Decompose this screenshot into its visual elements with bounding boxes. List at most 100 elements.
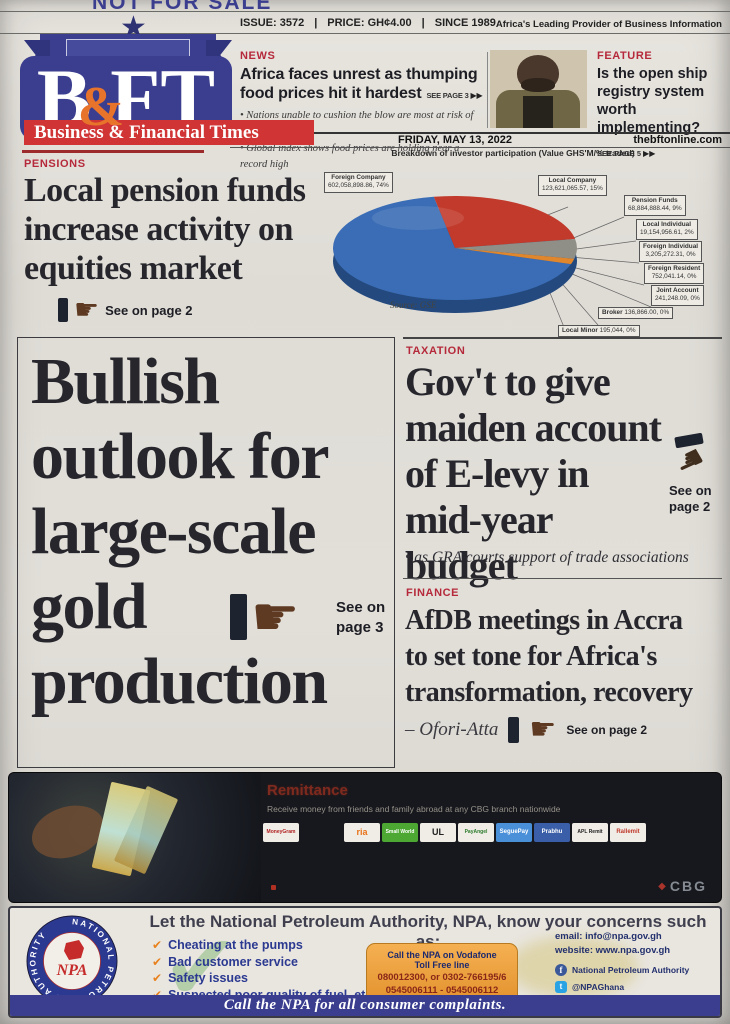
feature-see-page: SEE PAGE 5	[597, 148, 642, 158]
partner-logo-ul: UL	[420, 823, 456, 842]
masthead-divider	[487, 52, 488, 128]
npa-notice-banner: ✔ NATIONAL PETROLEUM AUTHORITY NPA Let t…	[8, 906, 722, 1018]
masthead-slogan: Africa's Leading Provider of Business In…	[495, 19, 722, 30]
pensions-headline-line: increase activity on	[24, 211, 293, 248]
concern-text: Safety issues	[168, 971, 248, 986]
chart-callout-foreign-individual: Foreign Individual 3,205,272.31, 0%	[639, 241, 703, 262]
datebar-rule	[230, 132, 730, 134]
section-rule	[403, 337, 722, 339]
lead-see-line: page 3	[336, 618, 384, 636]
photo-shirt	[523, 96, 553, 128]
double-arrow-icon: ▶▶	[643, 148, 656, 158]
npa-logo: NATIONAL PETROLEUM AUTHORITY NPA	[26, 915, 118, 1012]
news-headline-text: Africa faces unrest as thumping food pri…	[240, 66, 478, 103]
finance-see-text: See on page 2	[566, 723, 648, 737]
meta-separator: |	[314, 17, 318, 29]
top-rule	[0, 11, 730, 12]
check-icon: ✔	[152, 938, 163, 953]
svg-text:NPA: NPA	[56, 962, 88, 979]
diamond-icon: ◆	[658, 880, 666, 892]
since-year: SINCE 1989	[434, 17, 496, 29]
lead-see-pointer: ☛	[230, 590, 299, 644]
check-icon: ✔	[152, 954, 163, 969]
npa-concern-list: ✔ Cheating at the pumps ✔ Bad customer ser…	[152, 937, 372, 1003]
taxation-headline: Gov't to give maiden account of E-levy i…	[405, 359, 667, 589]
lead-see-text: See on page 3	[336, 598, 385, 637]
price: PRICE: GH¢4.00	[327, 17, 412, 29]
feature-section-label: FEATURE	[597, 50, 653, 62]
callbox-phone: 0545006111 - 0545006112	[385, 985, 499, 996]
chart-title: Breakdown of investor participation (Val…	[391, 148, 635, 158]
chart-callout-pension-funds: Pension Funds 68,884,888.44, 9%	[624, 195, 686, 216]
npa-footer-strip: Call the NPA for all consumer complaints…	[10, 995, 720, 1016]
check-icon: ✔	[152, 988, 162, 1002]
lead-see-line: See on	[336, 599, 386, 616]
pointing-hand-icon: ☛	[251, 585, 300, 648]
callbox-phone: 080012300, or 0302-766195/6	[377, 972, 507, 983]
finance-byline: – Ofori-Atta	[405, 719, 499, 740]
pensions-headline: Local pension funds increase activity on…	[24, 171, 334, 288]
finance-section-label: FINANCE	[406, 587, 460, 599]
taxation-section-label: TAXATION	[406, 345, 466, 357]
chart-callout-joint-account: Joint Account 241,248.09, 0%	[651, 285, 704, 306]
chart-callout-broker: Broker 136,866.00, 0%	[598, 307, 674, 320]
pensions-see-text: See on page 2	[105, 302, 193, 318]
chart-callout-foreign-resident: Foreign Resident 752,041.14, 0%	[644, 263, 705, 284]
chart-source: Source: GSE	[390, 300, 437, 310]
issue-number: ISSUE: 3572	[240, 17, 305, 29]
finance-headline-line: AfDB meetings in Accra	[405, 605, 683, 636]
npa-twitter-row: t @NPAGhana	[555, 980, 720, 993]
taxation-see-text: See on page 2	[669, 483, 723, 516]
npa-twitter-handle: @NPAGhana	[572, 981, 625, 992]
check-icon: ✔	[152, 971, 163, 986]
concern-item: ✔ Safety issues	[152, 970, 372, 987]
npa-contacts: email: info@npa.gov.gh website: www.npa.…	[555, 930, 720, 993]
taxation-see-line: page 2	[669, 499, 711, 515]
feature-headline: Is the open ship registry system worth i…	[597, 66, 708, 137]
bft-logo: ★ B & FT Business & Financial Times	[20, 10, 314, 146]
pie-chart-graphic	[332, 196, 652, 338]
lead-headline: Bullish outlook for large-scale gold pro…	[31, 344, 330, 719]
lead-headline-line: gold	[31, 570, 148, 643]
lead-headline-line: outlook for	[31, 420, 330, 493]
lead-story-box: Bullish outlook for large-scale gold pro…	[17, 337, 395, 768]
partner-logo-payangel: PayAngel	[458, 823, 494, 842]
publication-date: FRIDAY, MAY 13, 2022	[398, 134, 512, 146]
pointing-hand-icon: ☛	[668, 436, 711, 484]
partner-logo-prabhu: Prabhu	[534, 823, 570, 842]
twitter-icon: t	[555, 980, 567, 993]
news-section-label: NEWS	[240, 50, 276, 62]
partner-logo-smallworld: Small World	[382, 823, 418, 842]
cbg-remittance-ad: Remittance Receive money from friends an…	[8, 772, 722, 903]
chart-callout-foreign-company: Foreign Company 602,058,898.86, 74%	[324, 172, 393, 193]
pointing-hand-icon: ☛	[74, 293, 100, 326]
taxation-see-pointer: ☛	[668, 432, 710, 483]
news-bullet: • Global index shows food prices are hol…	[240, 142, 460, 171]
concern-text: Cheating at the pumps	[168, 938, 303, 953]
partner-logo-moneygram: MoneyGram	[263, 823, 299, 842]
datebar-rule	[230, 147, 730, 148]
section-rule	[403, 578, 722, 579]
finance-headline-line: transformation, recovery	[405, 677, 693, 708]
news-headline: Africa faces unrest as thumping food pri…	[240, 65, 488, 103]
partner-logo-seguepay: SeguePay	[496, 823, 532, 842]
ad-red-dot	[271, 885, 276, 890]
taxation-headline-line: Gov't to give	[405, 359, 611, 404]
lead-headline-line: large-scale	[31, 495, 317, 568]
taxation-subhead: • as GRA courts support of trade associa…	[405, 549, 689, 566]
news-see-page: SEE PAGE 3	[426, 91, 469, 101]
hand-sleeve-icon	[230, 594, 247, 640]
photo-beard	[521, 78, 555, 92]
hand-sleeve-icon	[58, 298, 68, 322]
concern-item: ✔ Bad customer service	[152, 954, 372, 971]
logo-tagline: Business & Financial Times	[24, 120, 314, 145]
taxation-headline-line: of E-levy in	[405, 451, 590, 496]
issue-meta-row: ISSUE: 3572 | PRICE: GH¢4.00 | SINCE 198…	[240, 17, 496, 29]
meta-separator: |	[421, 17, 425, 29]
section-rule	[22, 150, 204, 153]
cbg-brand-text: CBG	[669, 878, 707, 894]
npa-facebook-handle: National Petroleum Authority	[572, 964, 690, 975]
taxation-see-line: See on	[669, 483, 712, 498]
cbg-brand-logo: ◆ CBG	[658, 878, 707, 894]
